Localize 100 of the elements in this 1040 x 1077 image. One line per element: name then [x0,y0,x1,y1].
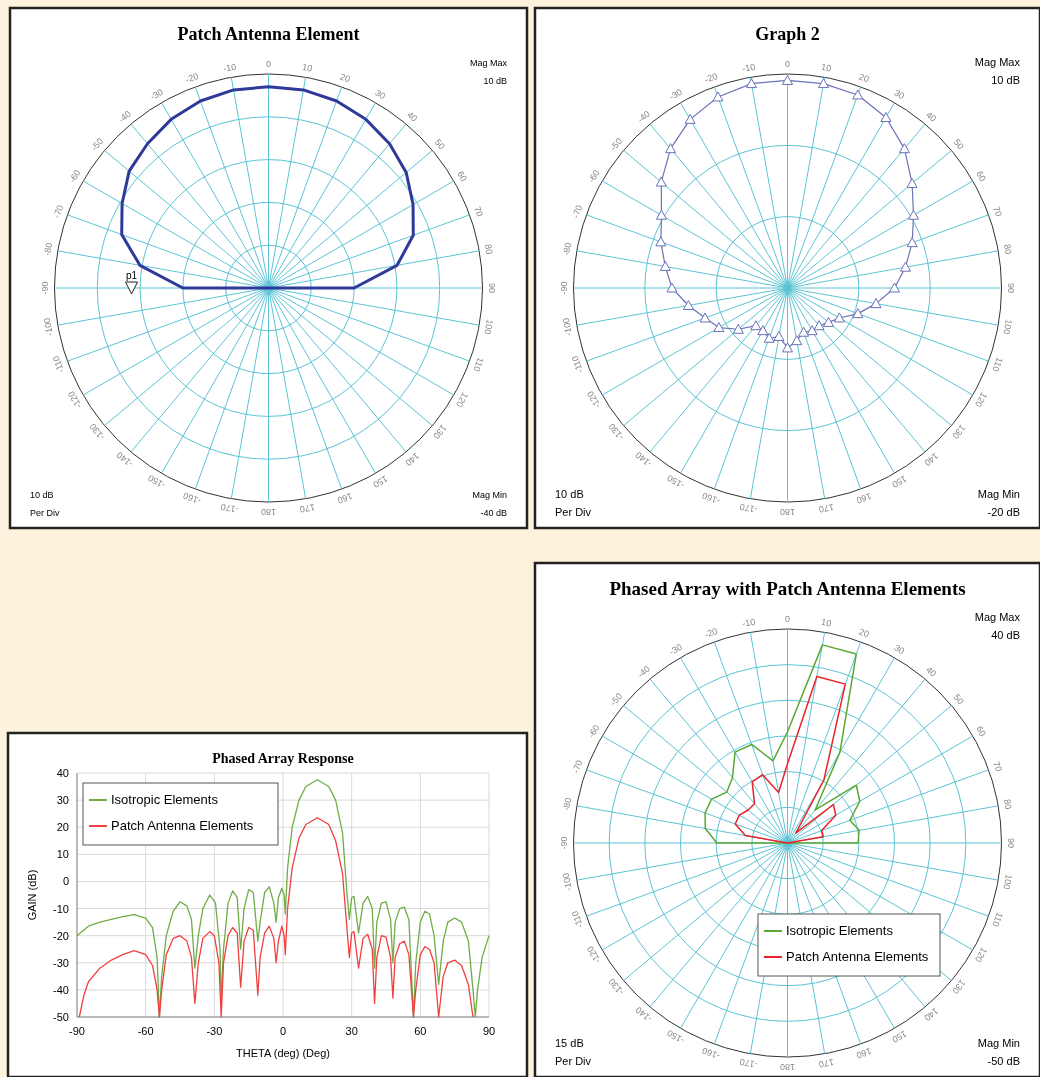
spoke-label: 180 [779,1061,796,1072]
spoke-label: 10 [820,616,833,629]
text: Per Div [30,508,60,518]
spoke-label: 120 [973,390,990,409]
spoke-label: -40 [635,663,652,680]
spoke-label: 180 [260,506,277,517]
spoke-label: 70 [991,205,1005,218]
spoke-label: -130 [606,421,626,442]
chart-title: Graph 2 [755,24,820,44]
spoke-label: 20 [857,71,871,85]
spoke-label: -90 [558,281,569,295]
legend-label: Isotropic Elements [786,923,894,938]
text: Per Div [555,1055,592,1067]
spoke-label: 40 [924,664,939,679]
spoke-label: 30 [373,87,388,102]
spoke-label: -20 [184,70,200,85]
text: -40 dB [480,508,507,518]
spoke-label: 180 [779,506,796,517]
spoke-label: 60 [974,724,988,739]
spoke-label: 150 [890,1028,909,1045]
spoke-label: 20 [338,71,352,85]
spoke-label: 60 [974,169,988,184]
spoke-label: 30 [892,642,907,657]
spoke-label: -40 [116,108,133,125]
spoke-label: -30 [148,86,165,102]
spoke-label: -170 [738,501,759,515]
x-tick-label: -30 [206,1025,223,1037]
spoke-label: 70 [991,760,1005,773]
text: Mag Max [469,58,508,68]
spoke-label: 70 [472,205,486,218]
spoke-label: -60 [586,168,602,185]
y-tick-label: -50 [53,1011,69,1023]
y-tick-label: -40 [53,983,69,996]
text: 40 dB [991,629,1020,641]
y-tick-label: -10 [53,902,69,915]
text: 10 dB [991,74,1020,86]
x-tick-label: 30 [345,1025,358,1037]
spoke-label: 140 [403,450,422,468]
text: Per Div [555,506,592,518]
x-tick-label: 60 [414,1025,427,1037]
spoke-label: -20 [703,625,719,640]
spoke-label: -80 [561,796,574,812]
spoke-label: 60 [455,169,469,184]
spoke-label: -10 [741,61,756,74]
x-tick-label: 0 [279,1025,287,1037]
y-tick-label: 0 [62,875,69,888]
spoke-label: 100 [1001,318,1014,336]
spoke-label: -130 [606,976,626,997]
spoke-label: -140 [114,449,135,469]
spoke-label: 40 [405,109,420,124]
y-tick-label: 30 [56,794,69,807]
spoke-label: 140 [922,450,941,468]
spoke-label: -70 [570,203,585,220]
y-axis-title: GAIN (dB) [26,869,38,921]
spoke-label: 90 [487,282,498,294]
spoke-label: 20 [857,626,871,640]
spoke-label: -140 [633,449,654,469]
spoke-label: 40 [924,109,939,124]
spoke-label: 150 [890,473,909,490]
spoke-label: -30 [667,641,684,657]
legend-label: Patch Antenna Elements [786,949,929,964]
spoke-label: 80 [1001,798,1014,810]
spoke-label: -60 [67,168,83,185]
y-tick-label: 40 [56,767,69,779]
spoke-label: -150 [665,1027,686,1046]
text: 15 dB [555,1037,584,1049]
spoke-label: 50 [951,137,966,152]
legend-label: Patch Antenna Elements [111,818,254,833]
spoke-label: 0 [265,59,272,70]
spoke-label: 160 [855,490,873,506]
spoke-label: 130 [950,422,968,441]
spoke-label: 80 [1001,243,1014,255]
chart-title: Phased Array Response [212,751,354,766]
spoke-label: 130 [950,977,968,996]
spoke-label: 170 [818,1057,835,1070]
spoke-label: -10 [741,616,756,629]
spoke-label: -40 [635,108,652,125]
text: -50 dB [987,1055,1020,1067]
spoke-label: -150 [665,472,686,491]
spoke-label: 160 [336,490,354,506]
spoke-label: -90 [558,836,569,850]
y-tick-label: 10 [56,848,69,861]
spoke-label: -100 [560,317,574,337]
spoke-label: 100 [1001,873,1014,891]
spoke-label: 90 [1006,837,1017,849]
spoke-label: 0 [784,59,791,70]
spoke-label: -110 [569,354,586,375]
y-tick-label: 20 [56,821,69,834]
spoke-label: 120 [973,945,990,964]
spoke-label: -10 [222,61,237,74]
spoke-label: -100 [560,872,574,892]
legend-label: Isotropic Elements [111,792,219,807]
spoke-label: 150 [371,473,390,490]
spoke-label: 50 [951,692,966,707]
text: Mag Max [974,611,1021,623]
spoke-label: 80 [482,243,495,255]
spoke-label: 50 [432,137,447,152]
chart-title: Patch Antenna Element [177,24,360,44]
spoke-label: -170 [219,501,240,515]
spoke-label: -100 [41,317,55,337]
